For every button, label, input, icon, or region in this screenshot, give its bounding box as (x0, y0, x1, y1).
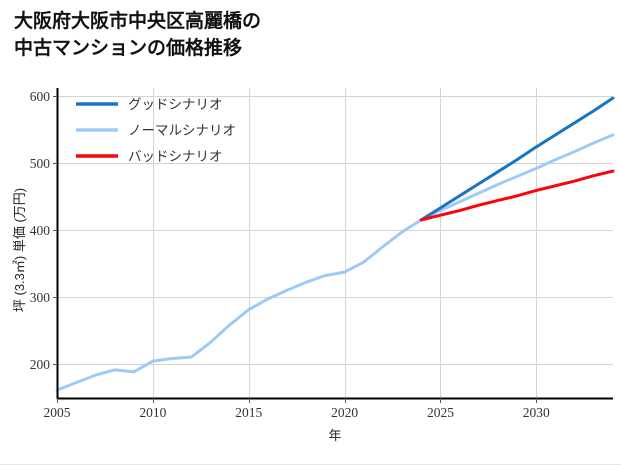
legend-label-bad[interactable]: バッドシナリオ (128, 149, 223, 164)
page-title: 大阪府大阪市中央区高麗橋の 中古マンションの価格推移 (14, 11, 262, 59)
x-tick-label: 2025 (427, 405, 454, 420)
y-tick-label: 500 (30, 156, 51, 171)
y-tick-label: 600 (30, 89, 51, 104)
x-tick-label: 2030 (523, 405, 550, 420)
y-tick-label: 400 (30, 223, 51, 238)
x-tick-label: 2005 (44, 405, 71, 420)
y-tick-label: 200 (30, 357, 51, 372)
legend-label-normal[interactable]: ノーマルシナリオ (128, 123, 236, 138)
y-axis-title: 坪 (3.3㎡) 単価 (万円) (12, 188, 27, 312)
x-tick-label: 2015 (235, 405, 262, 420)
series-line-バッドシナリオ (419, 169, 615, 222)
y-tick-label: 300 (30, 290, 51, 305)
x-axis-title: 年 (328, 428, 341, 443)
plot-series (55, 96, 615, 392)
series-line-ノーマルシナリオ (55, 133, 615, 392)
series-line-グッドシナリオ (419, 96, 615, 222)
axis-tick-labels: 200 300 400 500 600 2005 2010 2015 2020 2025 2030 (30, 89, 550, 420)
gridlines (57, 88, 613, 398)
x-tick-label: 2010 (139, 405, 166, 420)
legend-label-good[interactable]: グッドシナリオ (128, 97, 223, 112)
axes (53, 88, 613, 403)
x-tick-label: 2020 (331, 405, 358, 420)
